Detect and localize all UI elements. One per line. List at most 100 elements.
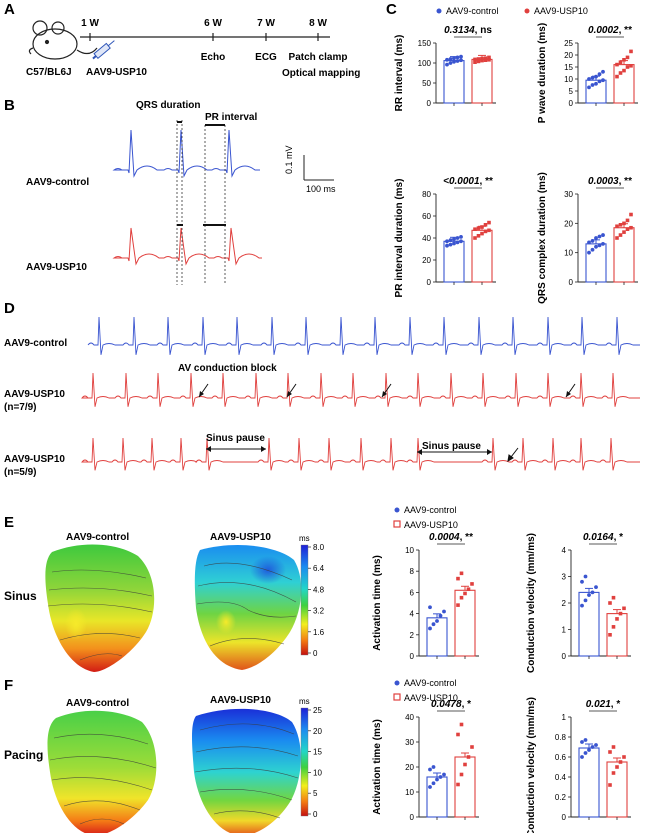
y-tick-label: 0 <box>410 652 415 661</box>
arrow-head <box>566 391 571 397</box>
chart-pacing-conduction-velocity: 0 0.2 0.4 0.6 0.8 1 Conduction velocity (mm/ms… <box>526 697 631 833</box>
y-tick-label: 0 <box>427 278 432 287</box>
data-point <box>618 760 623 764</box>
colorbar-tick-label: 5 <box>313 789 318 798</box>
y-tick-label: 6 <box>410 588 415 597</box>
data-point <box>487 58 491 62</box>
data-point <box>625 65 630 69</box>
qrs-duration-label: QRS duration <box>136 100 200 111</box>
colorbar-sinus-unit: ms <box>299 534 310 543</box>
data-point <box>431 781 436 786</box>
interval-bars <box>177 121 226 226</box>
data-point <box>629 225 633 230</box>
data-point <box>597 79 602 84</box>
ecg-trace-usp10 <box>112 227 262 266</box>
rhythm-row2-n: (n=7/9) <box>4 402 37 413</box>
data-point <box>580 579 584 584</box>
y-tick-label: 10 <box>405 788 414 797</box>
sinus-pause-2: Sinus pause <box>417 441 492 455</box>
injection-label: AAV9-USP10 <box>86 67 147 78</box>
data-point <box>615 74 619 79</box>
sinus-pause-label-2: Sinus pause <box>422 441 481 452</box>
bar-control <box>578 591 600 657</box>
legend-f: AAV9-control AAV9-USP10 <box>393 678 458 703</box>
data-point <box>431 765 436 769</box>
mouse-strain: C57/BL6J <box>26 67 72 78</box>
colorbar-tick-label: 20 <box>313 727 322 736</box>
sinus-pause-1: Sinus pause <box>206 433 266 452</box>
data-point <box>487 220 491 225</box>
data-point <box>615 224 619 229</box>
map-e-control-title: AAV9-control <box>66 532 129 543</box>
data-point <box>459 58 463 63</box>
timeline-event: Patch clamp <box>289 52 348 63</box>
data-point <box>615 62 619 67</box>
data-point <box>622 755 626 759</box>
legend-e-usp10: AAV9-USP10 <box>404 520 458 530</box>
sinus-label: Sinus <box>4 589 37 603</box>
chart-qrs-complex-duration: 0 10 20 30 QRS complex duration (ms) 0.0003, … <box>537 172 638 304</box>
data-point <box>428 767 432 772</box>
p-value-number: 0.0478 <box>431 699 462 710</box>
data-point <box>431 622 436 627</box>
y-tick-label: 40 <box>422 234 431 243</box>
significance-mark: , * <box>611 699 621 710</box>
data-point <box>625 55 630 60</box>
pacing-label: Pacing <box>4 748 43 762</box>
data-point <box>483 58 488 62</box>
data-point <box>476 59 481 64</box>
data-point <box>480 56 484 61</box>
y-axis-label: RR interval (ms) <box>394 35 405 112</box>
p-value: <0.0001, ** <box>443 176 493 187</box>
y-tick-label: 25 <box>564 39 573 48</box>
bar-usp10 <box>606 761 628 818</box>
data-point <box>622 68 626 73</box>
data-point <box>480 231 484 236</box>
panel-label-f: F <box>4 677 13 694</box>
bar-usp10 <box>613 227 635 283</box>
rhythm-row3-n: (n=5/9) <box>4 467 37 478</box>
legend-control-marker <box>436 8 442 14</box>
data-point <box>459 595 464 600</box>
significance-mark: , * <box>614 532 624 543</box>
chart-pr-interval-duration: 0 20 40 60 80 PR interval duration (ms) <0.000… <box>394 176 496 297</box>
panel-label-d: D <box>4 300 15 317</box>
data-point <box>611 771 616 775</box>
data-point <box>625 218 630 223</box>
legend-e: AAV9-control AAV9-USP10 <box>393 505 458 530</box>
colorbar-sinus <box>300 544 309 656</box>
rhythm-row2-label: AAV9-USP10 <box>4 389 65 400</box>
timeline-week: 6 W <box>204 18 222 29</box>
data-point <box>629 64 633 68</box>
rhythm-trace-control <box>87 316 640 355</box>
y-axis-label: Conduction velocity (mm/ms) <box>526 533 537 673</box>
y-tick-label: 2 <box>562 599 567 608</box>
legend-control-label: AAV9-control <box>446 6 498 16</box>
qrs-markers <box>176 120 226 285</box>
data-point <box>594 81 598 86</box>
data-point <box>597 234 602 239</box>
data-point <box>608 750 612 754</box>
pause-arrow <box>507 447 519 462</box>
data-point <box>587 593 591 597</box>
data-point <box>459 571 464 576</box>
data-point <box>463 762 467 767</box>
chart-p-wave-duration: 0 5 10 15 20 25 P wave duration (ms) 0.0002, ** <box>537 23 638 123</box>
y-tick-label: 2 <box>410 631 415 640</box>
data-point <box>476 226 481 230</box>
panel-label-e: E <box>4 514 14 531</box>
p-value-number: 0.0003 <box>588 176 619 187</box>
rhythm-trace-av-block <box>81 372 640 407</box>
bar-usp10 <box>454 589 476 657</box>
y-axis-label: QRS complex duration (ms) <box>537 172 548 304</box>
data-point <box>629 49 633 54</box>
significance-mark: , ** <box>619 25 632 36</box>
p-value-number: 0.0004 <box>429 532 460 543</box>
data-point <box>442 609 446 614</box>
significance-mark: , ** <box>619 176 632 187</box>
data-point <box>590 239 595 243</box>
p-value-number: 0.0164 <box>583 532 614 543</box>
data-point <box>459 722 464 727</box>
heart-map-sinus-usp10 <box>194 545 302 670</box>
colorbar-pacing <box>300 707 309 817</box>
